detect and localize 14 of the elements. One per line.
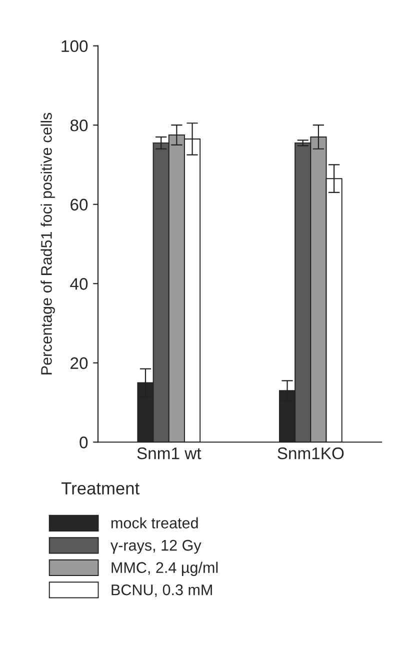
y-axis-title: Percentage of Rad51 foci positive cells <box>40 112 55 374</box>
x-tick-label: Snm1KO <box>278 447 344 460</box>
legend-label: MMC, 2.4 µg/ml <box>112 562 218 576</box>
legend-label: mock treated <box>111 517 198 528</box>
x-axis-title: Treatment <box>62 482 140 495</box>
x-tick-label: Snm1 wt <box>137 447 202 460</box>
y-tick-label: 80 <box>70 120 88 132</box>
legend-label: γ-rays, 12 Gy <box>110 540 202 554</box>
y-tick-label: 60 <box>70 198 88 211</box>
y-tick-label: 40 <box>70 278 88 290</box>
y-tick-label: 20 <box>70 357 88 370</box>
legend-label: BCNU, 0.3 mM <box>112 584 212 598</box>
y-tick-label: 100 <box>62 40 88 52</box>
y-tick-label: 0 <box>80 436 88 448</box>
